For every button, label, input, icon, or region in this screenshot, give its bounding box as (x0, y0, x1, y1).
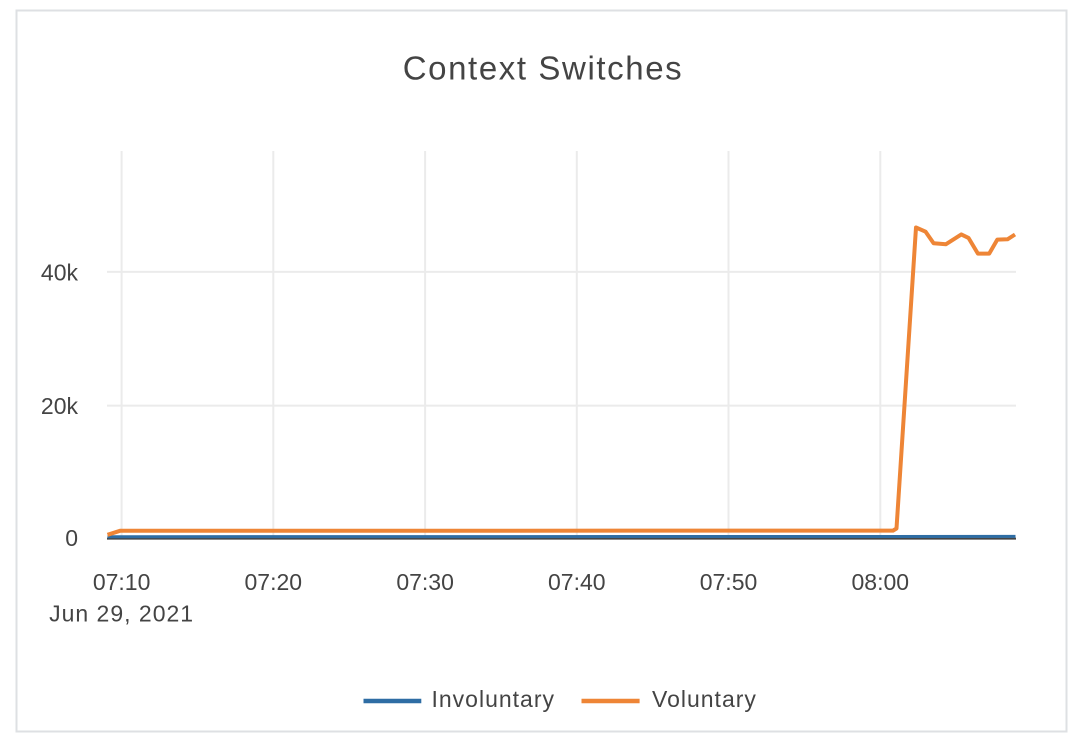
svg-text:07:40: 07:40 (548, 569, 606, 595)
svg-text:07:20: 07:20 (245, 569, 303, 595)
svg-text:08:00: 08:00 (852, 569, 910, 595)
svg-text:Involuntary: Involuntary (432, 686, 556, 712)
svg-text:07:10: 07:10 (93, 569, 151, 595)
svg-text:40k: 40k (41, 260, 79, 286)
svg-text:07:50: 07:50 (700, 569, 758, 595)
svg-text:0: 0 (65, 525, 78, 551)
svg-text:Jun 29, 2021: Jun 29, 2021 (49, 601, 194, 627)
svg-text:Voluntary: Voluntary (652, 686, 757, 712)
svg-text:Context Switches: Context Switches (403, 50, 684, 87)
svg-text:07:30: 07:30 (396, 569, 454, 595)
svg-text:20k: 20k (41, 393, 79, 419)
